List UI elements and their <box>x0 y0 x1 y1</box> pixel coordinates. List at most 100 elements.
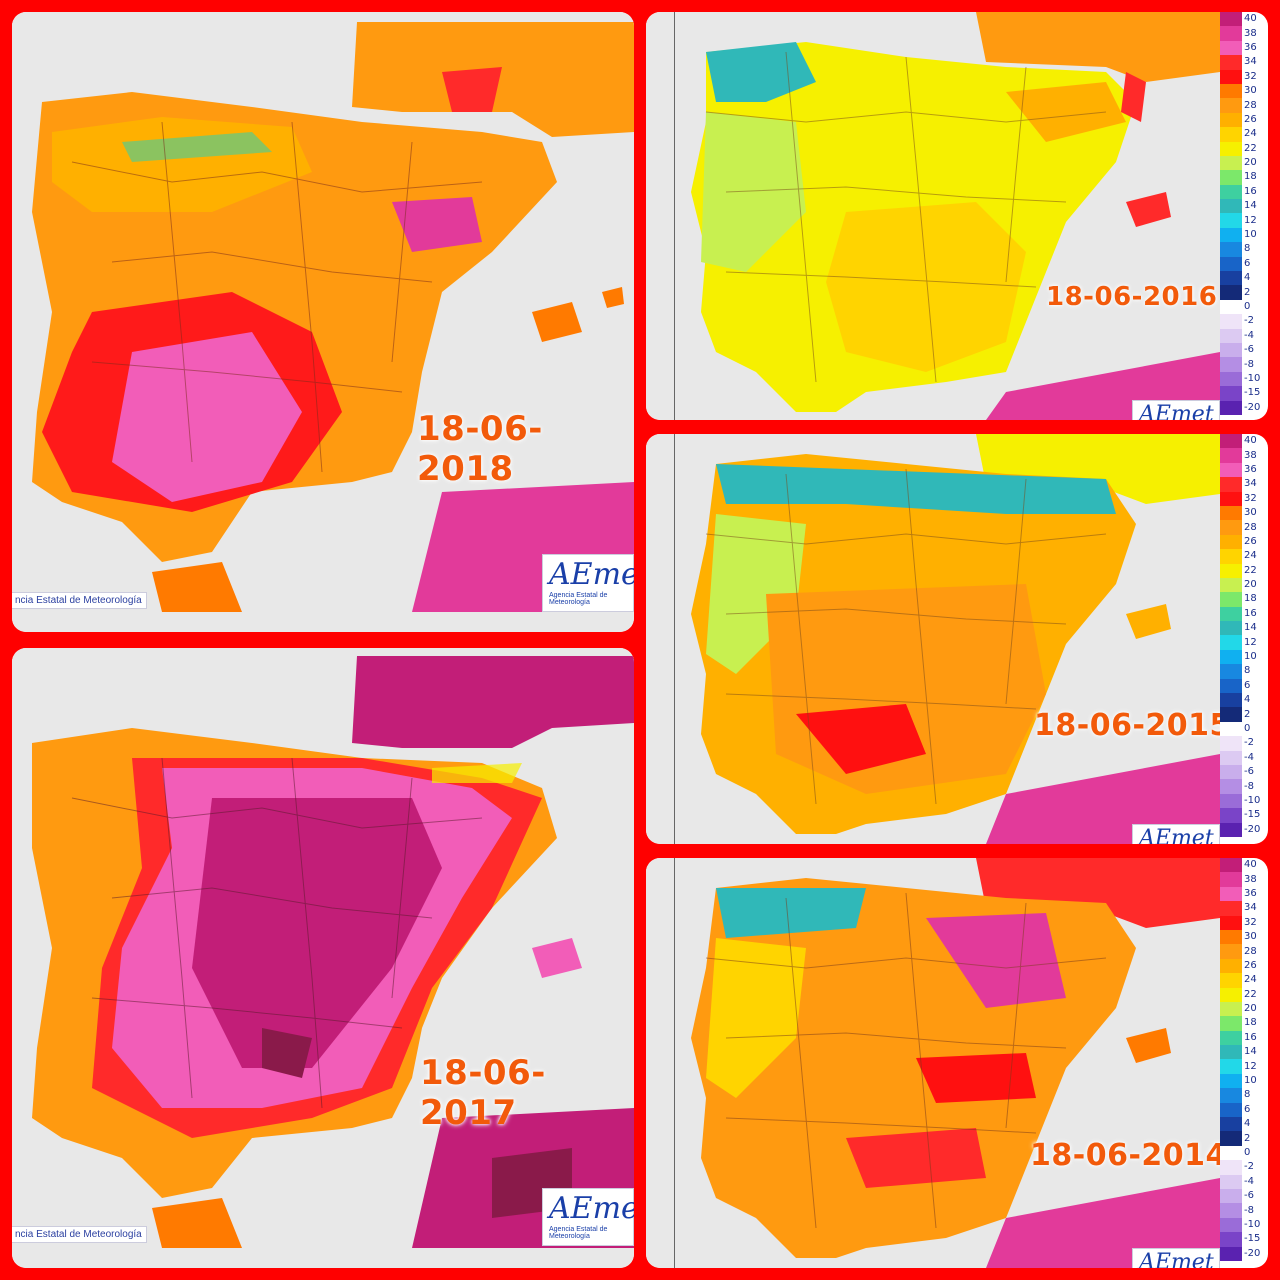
scale-step: 32 <box>1220 491 1266 506</box>
scale-swatch <box>1220 929 1242 945</box>
scale-swatch <box>1220 357 1242 372</box>
scale-step: -20 <box>1220 1246 1266 1261</box>
scale-step: 12 <box>1220 1059 1266 1074</box>
scale-step: -8 <box>1220 779 1266 794</box>
scale-label: 40 <box>1244 13 1257 25</box>
scale-swatch <box>1220 227 1242 243</box>
scale-step: -4 <box>1220 1174 1266 1189</box>
scale-step: 30 <box>1220 505 1266 521</box>
scale-label: 8 <box>1244 1089 1251 1101</box>
scale-swatch <box>1220 534 1242 550</box>
scale-step: 4 <box>1220 271 1266 286</box>
scale-step: 30 <box>1220 929 1266 945</box>
scale-label: -15 <box>1244 387 1261 399</box>
scale-label: 26 <box>1244 959 1257 971</box>
scale-swatch <box>1220 1160 1242 1175</box>
scale-step: 24 <box>1220 549 1266 564</box>
scale-label: 16 <box>1244 185 1257 197</box>
scale-swatch <box>1220 299 1242 315</box>
scale-step: -15 <box>1220 386 1266 401</box>
scale-label: 0 <box>1244 301 1251 312</box>
scale-swatch <box>1220 793 1242 809</box>
scale-step: 38 <box>1220 448 1266 463</box>
scale-label: 2 <box>1244 1132 1251 1144</box>
scale-step: 12 <box>1220 635 1266 650</box>
temperature-map-2017 <box>12 648 634 1268</box>
scale-step: 16 <box>1220 1030 1266 1046</box>
scale-label: 38 <box>1244 27 1257 39</box>
scale-label: -10 <box>1244 1218 1261 1230</box>
scale-label: 10 <box>1244 1075 1257 1087</box>
scale-step: 40 <box>1220 858 1266 873</box>
scale-swatch <box>1220 448 1242 463</box>
scale-label: 4 <box>1244 272 1251 284</box>
aemet-logo: AEmet Agencia Estatal de Meteorología <box>542 1188 634 1246</box>
aemet-logo: AEmet <box>1132 824 1220 844</box>
scale-step: -8 <box>1220 357 1266 372</box>
scale-step: 10 <box>1220 649 1266 665</box>
scale-step: 8 <box>1220 664 1266 679</box>
scale-swatch <box>1220 170 1242 185</box>
scale-step: 20 <box>1220 577 1266 593</box>
temperature-map-2016 <box>646 12 1220 420</box>
scale-label: 14 <box>1244 622 1257 634</box>
temperature-color-scale: 40 38 36 34 32 30 28 26 24 22 20 18 16 14 12 10 8 6 4 2 0 -2-… <box>1220 12 1266 415</box>
scale-label: -8 <box>1244 1204 1254 1216</box>
scale-step: -20 <box>1220 400 1266 415</box>
scale-label: 14 <box>1244 200 1257 212</box>
scale-step: -15 <box>1220 1232 1266 1247</box>
scale-label: 24 <box>1244 550 1257 562</box>
date-label-2018: 18-06-2018 <box>417 409 543 489</box>
scale-swatch <box>1220 69 1242 84</box>
map-panel-2014: 18-06-2014 AEmet 40 38 36 34 32 30 28 26 24 22 20 1… <box>646 858 1268 1268</box>
scale-swatch <box>1220 505 1242 521</box>
scale-step: 26 <box>1220 112 1266 128</box>
scale-swatch <box>1220 184 1242 200</box>
scale-step: 36 <box>1220 40 1266 56</box>
scale-label: -6 <box>1244 1190 1254 1202</box>
scale-swatch <box>1220 1174 1242 1189</box>
scale-label: 30 <box>1244 931 1257 943</box>
scale-step: -10 <box>1220 793 1266 809</box>
scale-step: 22 <box>1220 141 1266 156</box>
scale-step: 0 <box>1220 299 1266 315</box>
scale-swatch <box>1220 127 1242 142</box>
scale-step: 28 <box>1220 98 1266 113</box>
scale-label: 0 <box>1244 723 1251 734</box>
scale-step: 14 <box>1220 621 1266 636</box>
scale-swatch <box>1220 1145 1242 1161</box>
scale-swatch <box>1220 1016 1242 1031</box>
scale-label: 22 <box>1244 988 1257 1000</box>
scale-label: 20 <box>1244 1003 1257 1015</box>
scale-step: 6 <box>1220 678 1266 694</box>
scale-label: -20 <box>1244 1247 1261 1259</box>
scale-label: 34 <box>1244 56 1257 68</box>
agency-name-strip: ncia Estatal de Meteorología <box>12 592 147 609</box>
scale-swatch <box>1220 12 1242 27</box>
map-panel-2018: 18-06-2018 ncia Estatal de Meteorología … <box>12 12 634 632</box>
scale-swatch <box>1220 242 1242 257</box>
scale-step: -2 <box>1220 314 1266 329</box>
scale-label: 28 <box>1244 521 1257 533</box>
scale-step: 10 <box>1220 1073 1266 1089</box>
scale-label: 26 <box>1244 535 1257 547</box>
scale-label: 32 <box>1244 492 1257 504</box>
scale-label: -4 <box>1244 1175 1254 1187</box>
scale-swatch <box>1220 764 1242 780</box>
scale-label: -20 <box>1244 823 1261 835</box>
scale-swatch <box>1220 1217 1242 1233</box>
scale-step: 4 <box>1220 693 1266 708</box>
scale-swatch <box>1220 779 1242 794</box>
scale-swatch <box>1220 1030 1242 1046</box>
scale-swatch <box>1220 944 1242 959</box>
scale-step: -6 <box>1220 342 1266 358</box>
scale-label: -20 <box>1244 401 1261 413</box>
scale-swatch <box>1220 872 1242 887</box>
scale-label: 8 <box>1244 665 1251 677</box>
scale-label: 18 <box>1244 171 1257 183</box>
scale-swatch <box>1220 1059 1242 1074</box>
scale-step: 38 <box>1220 26 1266 41</box>
scale-swatch <box>1220 563 1242 578</box>
scale-step: 36 <box>1220 886 1266 902</box>
scale-label: 22 <box>1244 142 1257 154</box>
